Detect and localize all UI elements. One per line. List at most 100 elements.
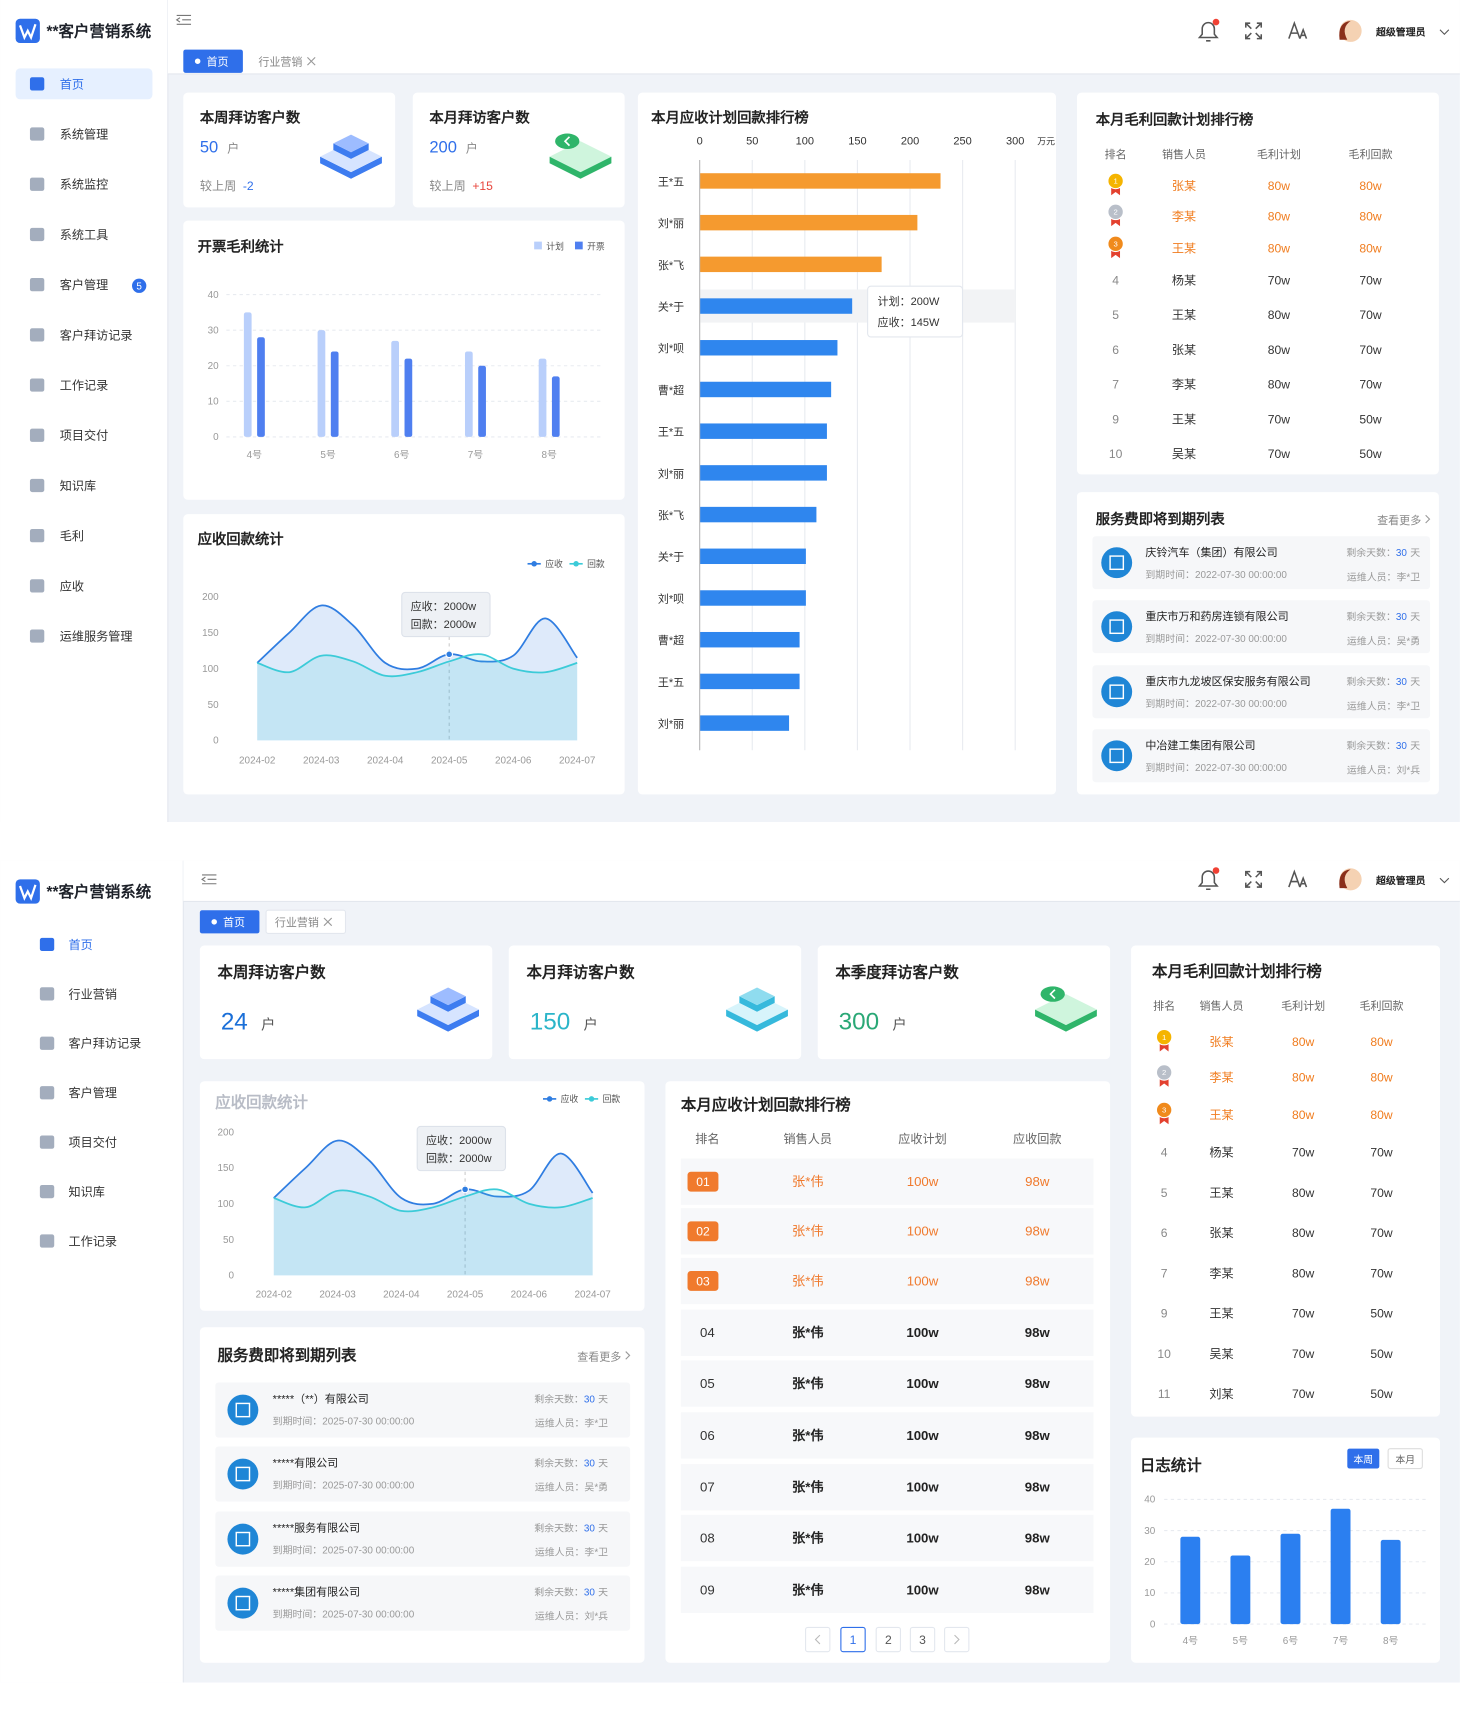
- bell-icon[interactable]: [1197, 870, 1219, 891]
- tab-active[interactable]: [199, 910, 260, 934]
- fullscreen-icon[interactable]: [1245, 22, 1263, 40]
- tab-close[interactable]: [307, 56, 316, 66]
- operator-part: 李*卫: [584, 1546, 608, 1559]
- tab-label[interactable]: 行业营销: [275, 915, 319, 929]
- menu-item[interactable]: 客户管理: [60, 277, 109, 292]
- table-cell: 杨某: [1172, 273, 1196, 288]
- stat-value-part: 200: [429, 137, 457, 156]
- item-icon-building: [1109, 619, 1125, 635]
- menu-item[interactable]: 系统管理: [60, 126, 109, 141]
- toggle[interactable]: [1387, 1448, 1423, 1470]
- x-tick-label: 7号: [468, 449, 484, 461]
- collapse-icon[interactable]: [175, 14, 192, 25]
- rank: 7: [1112, 377, 1119, 391]
- user-name[interactable]: 超级管理员: [1375, 25, 1426, 38]
- menu-item[interactable]: 知识库: [69, 1184, 105, 1199]
- bar: [538, 358, 547, 437]
- table-cell: 70w: [1370, 1226, 1392, 1240]
- menu-item[interactable]: 客户拜访记录: [69, 1036, 142, 1051]
- table-cell: 70w: [1359, 274, 1381, 288]
- bell-dot: [1212, 867, 1220, 874]
- menu-item[interactable]: 毛利: [60, 529, 84, 543]
- user-chevron[interactable]: [1439, 877, 1450, 884]
- page-prev[interactable]: [805, 1626, 831, 1653]
- collapse-icon[interactable]: [201, 874, 217, 885]
- y-tick-label: 王*五: [658, 427, 684, 439]
- icon-side: [320, 156, 382, 179]
- table-header: 毛利回款: [1359, 999, 1403, 1013]
- menu-item[interactable]: 运维服务管理: [60, 628, 133, 643]
- x-tick-label: 8号: [541, 449, 557, 461]
- table-cell: 100w: [906, 1325, 939, 1340]
- font-size-icon[interactable]: [1288, 869, 1308, 888]
- menu-item[interactable]: 应收: [60, 578, 84, 593]
- toggle-label[interactable]: 本周: [1353, 1453, 1373, 1466]
- bar: [699, 256, 882, 273]
- tab-active[interactable]: [183, 49, 243, 73]
- menu-item[interactable]: 客户拜访记录: [60, 327, 133, 342]
- item-icon: [227, 1587, 259, 1619]
- table-cell: 张*伟: [792, 1174, 824, 1189]
- menu-item[interactable]: 系统监控: [60, 178, 109, 192]
- more-link[interactable]: 查看更多: [1377, 513, 1421, 527]
- table-cell: 98w: [1025, 1273, 1050, 1288]
- menu-item[interactable]: 项目交付: [60, 428, 109, 443]
- table-cell: 80w: [1268, 377, 1290, 391]
- tab-label[interactable]: 首页: [206, 55, 228, 69]
- bar: [699, 548, 806, 565]
- menu-item[interactable]: 工作记录: [69, 1234, 118, 1248]
- tab-dot: [194, 58, 201, 64]
- company: *****（**）有限公司: [273, 1391, 369, 1405]
- page-button[interactable]: [875, 1626, 902, 1653]
- remain-days-part: 30: [584, 1587, 596, 1598]
- toggle-label[interactable]: 本月: [1395, 1453, 1415, 1466]
- more-link[interactable]: 查看更多: [577, 1349, 621, 1363]
- table-cell: 张*伟: [792, 1273, 824, 1288]
- table-cell: 张*伟: [792, 1375, 824, 1391]
- menu-item[interactable]: 客户管理: [69, 1085, 118, 1100]
- remain-days-part: 剩余天数：: [534, 1392, 584, 1405]
- page-number[interactable]: 1: [850, 1633, 857, 1647]
- remain-days: 剩余天数：30 天: [534, 1392, 608, 1405]
- table-cell: 80w: [1268, 308, 1290, 322]
- app-title: **客户营销系统: [46, 882, 151, 901]
- page-number[interactable]: 2: [885, 1633, 892, 1647]
- bell-icon[interactable]: [1197, 21, 1219, 42]
- chart-title: 日志统计: [1140, 1456, 1202, 1475]
- bar: [257, 337, 265, 437]
- user-name[interactable]: 超级管理员: [1375, 874, 1426, 887]
- y-tick-label: 100: [202, 664, 219, 675]
- rank: 4: [1161, 1145, 1168, 1159]
- menu-item[interactable]: 项目交付: [69, 1135, 118, 1150]
- tab-close[interactable]: [323, 917, 333, 927]
- menu-item[interactable]: 系统工具: [60, 228, 109, 242]
- page-next[interactable]: [944, 1626, 970, 1653]
- user-chevron[interactable]: [1439, 29, 1450, 35]
- fullscreen-icon[interactable]: [1245, 870, 1263, 888]
- menu-item[interactable]: 知识库: [60, 478, 96, 493]
- page-button[interactable]: [909, 1626, 936, 1653]
- y-tick-label: 50: [223, 1235, 235, 1246]
- x-tick-label: 4号: [247, 449, 263, 461]
- card: [1076, 92, 1439, 475]
- y-tick-label: 10: [208, 397, 220, 408]
- header: [167, 0, 1460, 74]
- toggle-active[interactable]: [1347, 1448, 1380, 1469]
- tab-label[interactable]: 首页: [223, 915, 245, 929]
- rank: 6: [1112, 343, 1119, 357]
- stat-value-part: 300: [839, 1008, 880, 1035]
- menu-item[interactable]: 工作记录: [60, 378, 109, 392]
- tab[interactable]: [265, 909, 347, 934]
- menu-item[interactable]: 首页: [69, 938, 93, 952]
- remain-days-part: 30: [584, 1394, 596, 1405]
- bar: [404, 358, 413, 437]
- y-tick-label: 0: [213, 736, 219, 747]
- company: 中冶建工集团有限公司: [1145, 738, 1255, 752]
- menu-item[interactable]: 首页: [60, 77, 84, 91]
- font-size-icon[interactable]: [1288, 20, 1308, 39]
- menu-item[interactable]: 行业营销: [69, 987, 118, 1001]
- page-button[interactable]: [840, 1626, 866, 1653]
- tab-label[interactable]: 行业营销: [258, 55, 302, 69]
- table-cell: 80w: [1268, 343, 1290, 357]
- page-number[interactable]: 3: [919, 1633, 926, 1647]
